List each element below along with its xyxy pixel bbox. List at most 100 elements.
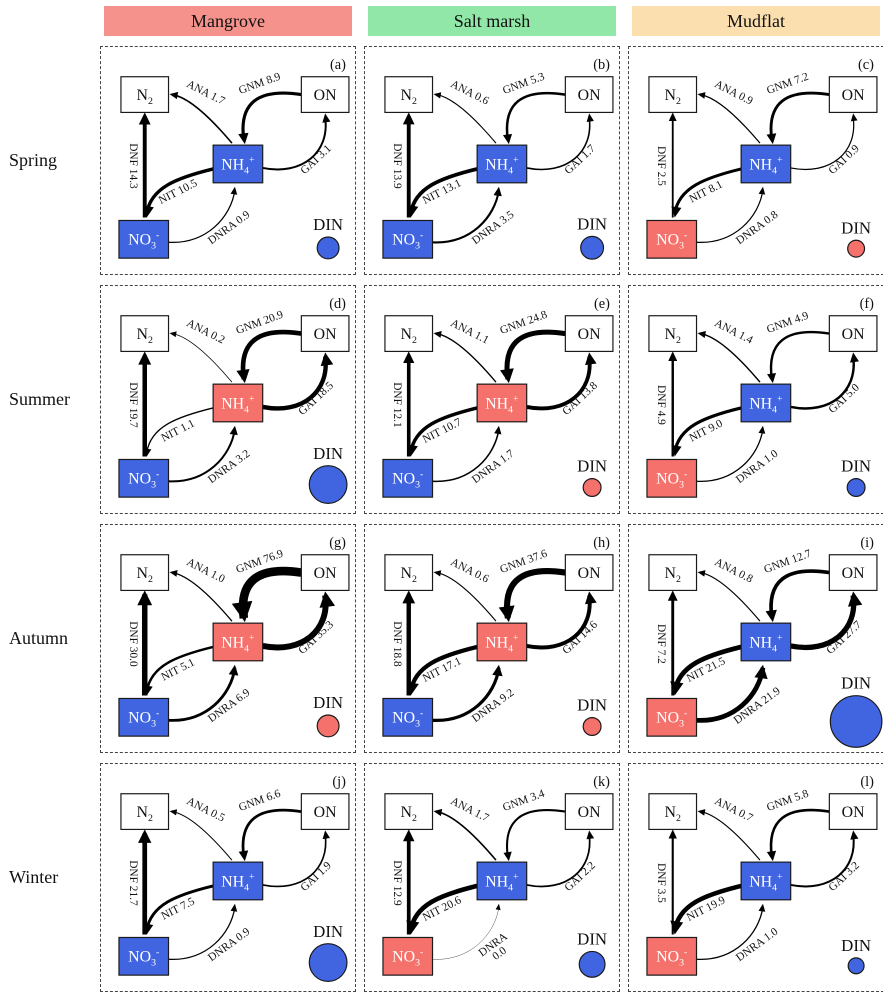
n2-box xyxy=(384,315,434,353)
nh4-box xyxy=(740,144,792,184)
n2-box xyxy=(120,554,170,592)
arrow-gnm xyxy=(241,808,302,858)
no3-box-label: NO3- xyxy=(392,708,423,730)
panel-c: N2 ON NH4+ NO3- ANA 0.9 GNM 7.2 DNF 2.5 NIT 8.1… xyxy=(628,46,883,275)
grid-corner-spacer xyxy=(0,6,92,36)
on-box xyxy=(564,315,614,353)
no3-box xyxy=(646,697,698,737)
nh4-box xyxy=(212,861,264,901)
arrowhead-gai xyxy=(586,830,595,840)
arrowhead-nit xyxy=(406,920,420,935)
on-box xyxy=(828,554,878,592)
arrowhead-gai xyxy=(322,830,330,840)
n2-box xyxy=(120,315,170,353)
row-label-summer: Summer xyxy=(9,389,70,409)
column-header-mangrove: Mangrove xyxy=(104,6,352,36)
arrowhead-dnra xyxy=(493,186,502,197)
column-header-saltmarsh: Salt marsh xyxy=(368,6,616,36)
n2-box-label: N2 xyxy=(137,804,153,824)
arrow-gnm xyxy=(504,329,566,380)
arrow-nit xyxy=(673,406,742,453)
nh4-box xyxy=(476,861,528,901)
din-label: DIN xyxy=(841,674,871,693)
arrow-gnm xyxy=(769,330,830,380)
arrowhead-dnra xyxy=(758,186,766,195)
on-box xyxy=(828,315,878,353)
panel-i: N2 ON NH4+ NO3- ANA 0.8 GNM 12.7 DNF 7.2 NIT 21… xyxy=(628,524,883,753)
no3-box xyxy=(118,219,170,259)
arrowhead-dnf xyxy=(403,829,415,842)
no3-box-label: NO3- xyxy=(656,708,687,730)
flux-label-gai: GAI 3.2 xyxy=(826,859,862,893)
arrowhead-dnra xyxy=(230,903,238,912)
no3-box-label: NO3- xyxy=(392,230,423,252)
arrow-dnra xyxy=(432,667,501,722)
arrow-nit xyxy=(673,167,742,214)
flux-label-gai: GAI 0.9 xyxy=(826,142,862,176)
n2-box xyxy=(648,554,698,592)
no3-box-label: NO3- xyxy=(656,469,687,491)
nh4-box-label: NH4+ xyxy=(749,154,783,176)
arrow-dnra xyxy=(432,906,500,960)
nh4-box-label: NH4+ xyxy=(221,154,255,176)
no3-box-label: NO3- xyxy=(656,947,687,969)
arrow-nit xyxy=(409,406,478,453)
no3-box xyxy=(118,936,170,976)
nh4-box xyxy=(212,144,264,184)
panel-b: N2 ON NH4+ NO3- ANA 0.6 GNM 5.3 DNF 13.9 NIT 13… xyxy=(364,46,620,275)
arrowhead-gnm xyxy=(500,368,514,384)
arrowhead-dnra xyxy=(230,186,238,195)
nh4-box xyxy=(476,383,528,423)
arrow-gnm xyxy=(503,568,566,619)
arrow-gai xyxy=(790,834,855,888)
arrow-gai xyxy=(790,356,855,410)
arrowhead-gnm xyxy=(238,850,249,862)
din-pool-circle xyxy=(316,236,340,260)
arrow-gai xyxy=(526,117,591,171)
arrow-dnra xyxy=(432,189,500,244)
on-box xyxy=(300,315,350,353)
arrowhead-ana xyxy=(169,570,178,577)
arrow-gnm xyxy=(769,808,830,858)
arrowhead-dnf xyxy=(668,829,677,839)
flux-label-dnf: DNF 4.9 xyxy=(655,385,667,425)
arrowhead-ana xyxy=(697,570,706,577)
n2-box-label: N2 xyxy=(665,87,681,107)
din-pool-circle xyxy=(582,478,602,498)
panel-letter: (a) xyxy=(330,57,346,73)
panel-a: N2 ON NH4+ NO3- ANA 1.7 GNM 8.9 DNF 14.3 NIT 10… xyxy=(100,46,356,275)
no3-box-label: NO3- xyxy=(392,469,423,491)
arrowhead-dnf xyxy=(138,112,151,125)
on-box-label: ON xyxy=(578,87,601,104)
no3-box xyxy=(646,936,698,976)
flux-label-dnf: DNF 30.0 xyxy=(127,621,139,667)
arrow-ana xyxy=(436,94,497,144)
on-box xyxy=(564,76,614,114)
nh4-box-label: NH4+ xyxy=(221,632,255,654)
din-label: DIN xyxy=(841,218,871,237)
arrowhead-gnm xyxy=(766,850,777,862)
arrowhead-nit xyxy=(143,205,154,218)
arrowhead-gai xyxy=(850,113,858,122)
n2-box-label: N2 xyxy=(665,804,681,824)
panel-letter: (f) xyxy=(860,296,875,312)
din-pool-circle xyxy=(582,717,602,737)
panel-f: N2 ON NH4+ NO3- ANA 1.4 GNM 4.9 DNF 4.9 NIT 9.0… xyxy=(628,285,883,514)
nh4-box xyxy=(740,383,792,423)
arrowhead-ana xyxy=(433,808,443,817)
n2-box-label: N2 xyxy=(137,565,153,585)
panel-letter: (h) xyxy=(593,535,610,551)
n2-box-label: N2 xyxy=(401,326,417,346)
arrow-ana xyxy=(172,811,233,861)
on-box xyxy=(828,793,878,831)
arrowhead-ana xyxy=(697,809,706,816)
din-label: DIN xyxy=(841,457,871,476)
n2-box-label: N2 xyxy=(665,565,681,585)
arrow-gnm xyxy=(238,566,302,619)
arrowhead-dnf xyxy=(402,112,415,125)
arrowhead-dnf xyxy=(137,590,153,606)
no3-box xyxy=(382,936,434,976)
arrow-dnra xyxy=(168,906,236,960)
row-label-autumn: Autumn xyxy=(9,628,69,648)
arrowhead-gai xyxy=(850,352,859,363)
